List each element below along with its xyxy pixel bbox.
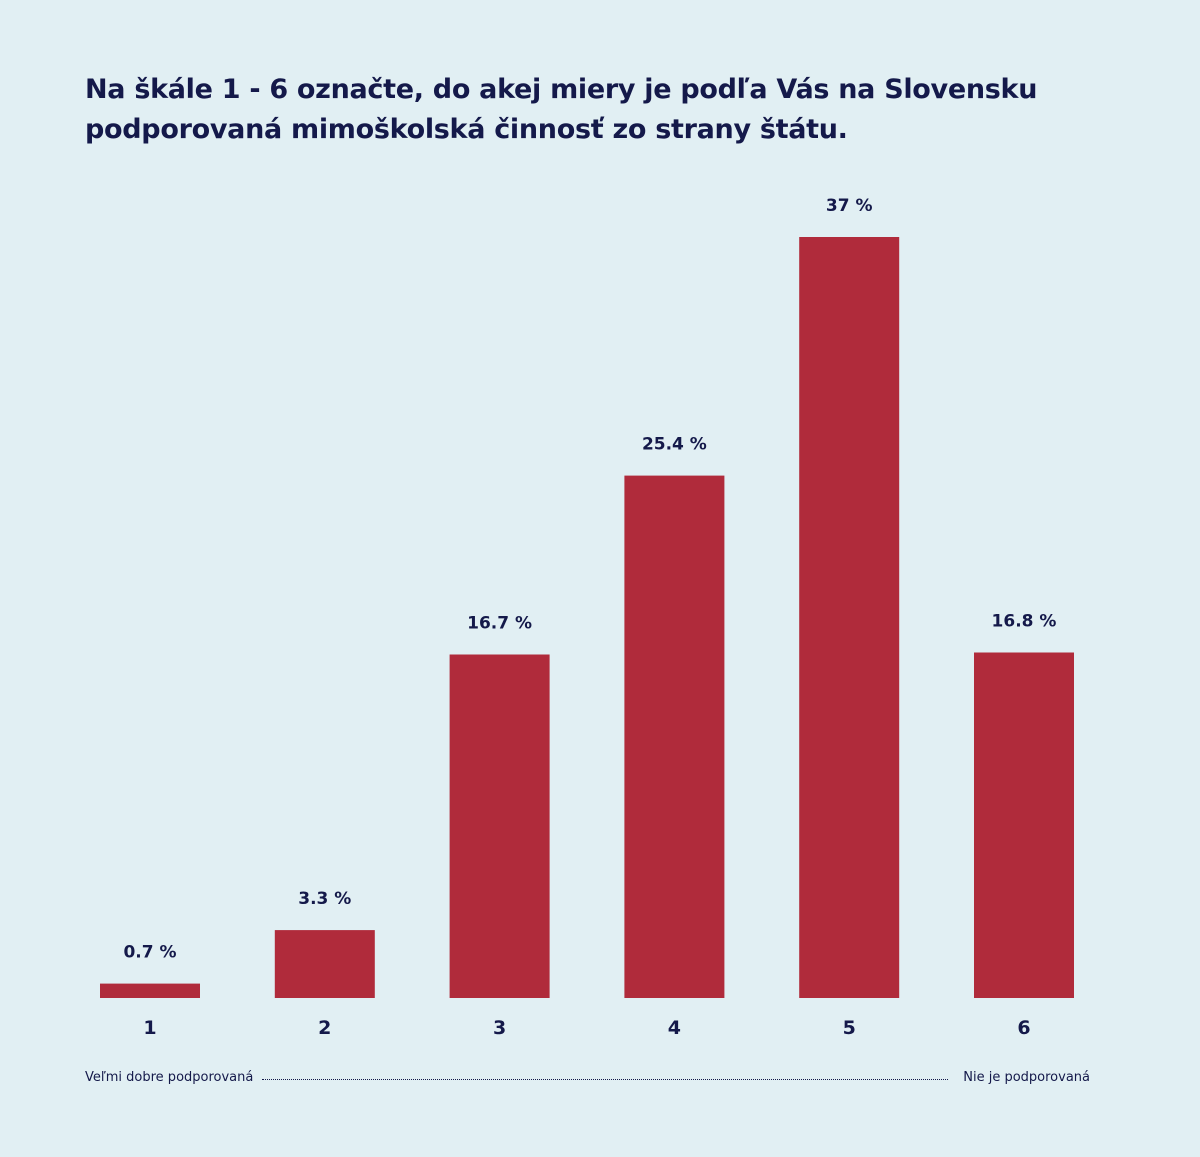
category-labels-layer: 1 2 3 4 5 6 xyxy=(143,1017,1030,1039)
value-label-4: 25.4 % xyxy=(642,435,707,455)
value-label-6: 16.8 % xyxy=(992,612,1057,632)
bar-4 xyxy=(624,475,725,999)
value-label-1: 0.7 % xyxy=(123,943,176,963)
bar-5 xyxy=(799,237,900,998)
scale-label-left: Veľmi dobre podporovaná xyxy=(85,1070,254,1085)
scale-dotted-line xyxy=(262,1079,948,1080)
value-label-5: 37 % xyxy=(826,196,873,216)
value-labels-layer: 0.7 % 3.3 % 16.7 % 25.4 % 37 % 16.8 % xyxy=(123,196,1056,963)
bar-2 xyxy=(274,930,375,998)
category-label-1: 1 xyxy=(143,1017,156,1039)
category-label-2: 2 xyxy=(318,1017,331,1039)
value-label-3: 16.7 % xyxy=(467,614,532,634)
bar-3 xyxy=(449,654,550,998)
bar-6 xyxy=(974,652,1074,998)
category-label-4: 4 xyxy=(668,1017,681,1039)
chart-title: Na škále 1 - 6 označte, do akej miery je… xyxy=(85,74,1038,145)
category-label-5: 5 xyxy=(843,1017,856,1039)
value-label-2: 3.3 % xyxy=(298,889,351,909)
bars-layer xyxy=(100,237,1074,999)
category-label-3: 3 xyxy=(493,1017,506,1039)
category-label-6: 6 xyxy=(1017,1017,1030,1039)
bar-1 xyxy=(100,983,200,998)
scale-label-right: Nie je podporovaná xyxy=(963,1070,1090,1085)
